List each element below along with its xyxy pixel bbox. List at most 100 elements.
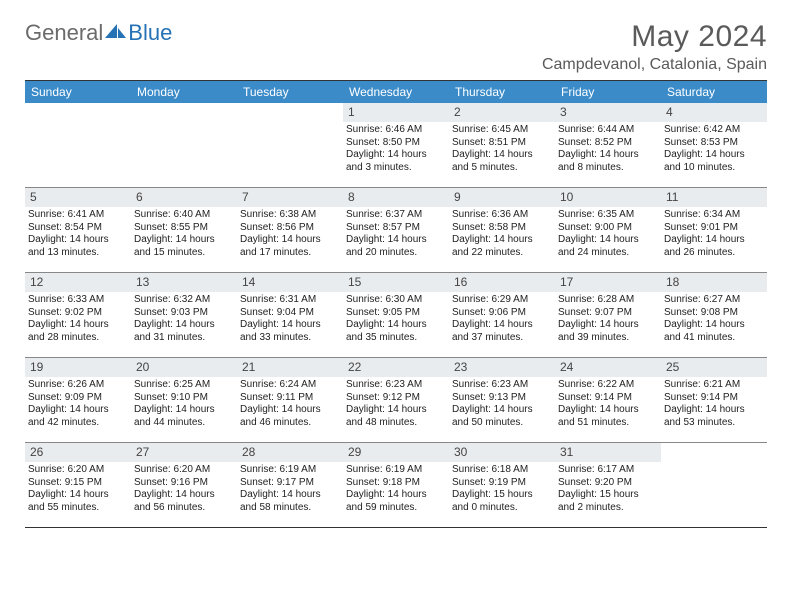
page-header: General Blue May 2024 Campdevanol, Catal… (25, 20, 767, 74)
daylight-text: Daylight: 14 hours and 20 minutes. (346, 234, 446, 259)
day-cell: 11Sunrise: 6:34 AMSunset: 9:01 PMDayligh… (661, 188, 767, 272)
day-cell: 25 Sunrise: 6:21 AMSunset: 9:14 PMDayligh… (661, 358, 767, 442)
sunrise-text: Sunrise: 6:42 AM (664, 124, 764, 137)
sunset-text: Sunset: 9:19 PM (452, 477, 552, 490)
weekday-header: Monday (131, 81, 237, 103)
day-cell: 17Sunrise: 6:28 AMSunset: 9:07 PMDayligh… (555, 273, 661, 357)
day-number: 21 (237, 358, 343, 377)
daylight-text: Daylight: 14 hours and 22 minutes. (452, 234, 552, 259)
day-number: 18 (661, 273, 767, 292)
sunset-text: Sunset: 9:14 PM (664, 392, 764, 405)
weekday-header: Wednesday (343, 81, 449, 103)
sunset-text: Sunset: 9:14 PM (558, 392, 658, 405)
daylight-text: Daylight: 14 hours and 51 minutes. (558, 404, 658, 429)
day-number: 8 (343, 188, 449, 207)
week-row: 26Sunrise: 6:20 AMSunset: 9:15 PMDayligh… (25, 443, 767, 527)
daylight-text: Daylight: 14 hours and 48 minutes. (346, 404, 446, 429)
daylight-text: Daylight: 14 hours and 44 minutes. (134, 404, 234, 429)
month-title: May 2024 (542, 20, 767, 54)
sunset-text: Sunset: 8:51 PM (452, 137, 552, 150)
day-cell: 22Sunrise: 6:23 AMSunset: 9:12 PMDayligh… (343, 358, 449, 442)
empty-day-cell (25, 103, 131, 187)
sunrise-text: Sunrise: 6:19 AM (240, 464, 340, 477)
day-cell: 23Sunrise: 6:23 AMSunset: 9:13 PMDayligh… (449, 358, 555, 442)
day-cell: 2Sunrise: 6:45 AMSunset: 8:51 PMDaylight… (449, 103, 555, 187)
daylight-text: Daylight: 14 hours and 58 minutes. (240, 489, 340, 514)
daylight-text: Daylight: 14 hours and 8 minutes. (558, 149, 658, 174)
day-body: Sunrise: 6:20 AMSunset: 9:16 PMDaylight:… (131, 464, 237, 517)
day-body: Sunrise: 6:46 AMSunset: 8:50 PMDaylight:… (343, 124, 449, 177)
day-number: 31 (555, 443, 661, 462)
sunset-text: Sunset: 9:20 PM (558, 477, 658, 490)
sunrise-text: Sunrise: 6:32 AM (134, 294, 234, 307)
brand-word-2: Blue (128, 20, 172, 46)
sunrise-text: Sunrise: 6:26 AM (28, 379, 128, 392)
weekday-header: Saturday (661, 81, 767, 103)
day-body: Sunrise: 6:18 AMSunset: 9:19 PMDaylight:… (449, 464, 555, 517)
weekday-header: Friday (555, 81, 661, 103)
day-body: Sunrise: 6:44 AMSunset: 8:52 PMDaylight:… (555, 124, 661, 177)
daylight-text: Daylight: 14 hours and 35 minutes. (346, 319, 446, 344)
day-cell: 28Sunrise: 6:19 AMSunset: 9:17 PMDayligh… (237, 443, 343, 527)
sunset-text: Sunset: 9:06 PM (452, 307, 552, 320)
sunrise-text: Sunrise: 6:22 AM (558, 379, 658, 392)
day-cell: 29Sunrise: 6:19 AMSunset: 9:18 PMDayligh… (343, 443, 449, 527)
week-row: 12Sunrise: 6:33 AMSunset: 9:02 PMDayligh… (25, 273, 767, 358)
sunrise-text: Sunrise: 6:40 AM (134, 209, 234, 222)
day-number: 9 (449, 188, 555, 207)
empty-day-cell (237, 103, 343, 187)
sunset-text: Sunset: 9:17 PM (240, 477, 340, 490)
day-body: Sunrise: 6:29 AMSunset: 9:06 PMDaylight:… (449, 294, 555, 347)
day-cell: 1 Sunrise: 6:46 AMSunset: 8:50 PMDaylight… (343, 103, 449, 187)
sunrise-text: Sunrise: 6:34 AM (664, 209, 764, 222)
day-cell: 20Sunrise: 6:25 AMSunset: 9:10 PMDayligh… (131, 358, 237, 442)
daylight-text: Daylight: 14 hours and 55 minutes. (28, 489, 128, 514)
day-number: 25 (661, 358, 767, 377)
daylight-text: Daylight: 14 hours and 33 minutes. (240, 319, 340, 344)
sunrise-text: Sunrise: 6:23 AM (346, 379, 446, 392)
daylight-text: Daylight: 14 hours and 26 minutes. (664, 234, 764, 259)
day-body: Sunrise: 6:37 AMSunset: 8:57 PMDaylight:… (343, 209, 449, 262)
day-body: Sunrise: 6:17 AMSunset: 9:20 PMDaylight:… (555, 464, 661, 517)
day-cell: 10Sunrise: 6:35 AMSunset: 9:00 PMDayligh… (555, 188, 661, 272)
day-cell: 9Sunrise: 6:36 AMSunset: 8:58 PMDaylight… (449, 188, 555, 272)
brand-logo: General Blue (25, 20, 172, 46)
day-number: 16 (449, 273, 555, 292)
sunrise-text: Sunrise: 6:30 AM (346, 294, 446, 307)
location-text: Campdevanol, Catalonia, Spain (542, 56, 767, 74)
day-cell: 4Sunrise: 6:42 AMSunset: 8:53 PMDaylight… (661, 103, 767, 187)
day-body: Sunrise: 6:23 AMSunset: 9:12 PMDaylight:… (343, 379, 449, 432)
week-row: 19Sunrise: 6:26 AMSunset: 9:09 PMDayligh… (25, 358, 767, 443)
empty-day-cell (661, 443, 767, 527)
sunset-text: Sunset: 8:56 PM (240, 222, 340, 235)
daylight-text: Daylight: 14 hours and 24 minutes. (558, 234, 658, 259)
daylight-text: Daylight: 14 hours and 28 minutes. (28, 319, 128, 344)
day-cell: 18Sunrise: 6:27 AMSunset: 9:08 PMDayligh… (661, 273, 767, 357)
daylight-text: Daylight: 14 hours and 53 minutes. (664, 404, 764, 429)
sunset-text: Sunset: 9:10 PM (134, 392, 234, 405)
sunset-text: Sunset: 8:57 PM (346, 222, 446, 235)
sunrise-text: Sunrise: 6:24 AM (240, 379, 340, 392)
sunrise-text: Sunrise: 6:20 AM (134, 464, 234, 477)
sunrise-text: Sunrise: 6:37 AM (346, 209, 446, 222)
sunset-text: Sunset: 9:03 PM (134, 307, 234, 320)
sunrise-text: Sunrise: 6:20 AM (28, 464, 128, 477)
day-cell: 6Sunrise: 6:40 AMSunset: 8:55 PMDaylight… (131, 188, 237, 272)
sunrise-text: Sunrise: 6:28 AM (558, 294, 658, 307)
day-number: 1 (343, 103, 449, 122)
day-cell: 21Sunrise: 6:24 AMSunset: 9:11 PMDayligh… (237, 358, 343, 442)
day-cell: 3Sunrise: 6:44 AMSunset: 8:52 PMDaylight… (555, 103, 661, 187)
sunset-text: Sunset: 8:54 PM (28, 222, 128, 235)
daylight-text: Daylight: 14 hours and 42 minutes. (28, 404, 128, 429)
weekday-header: Tuesday (237, 81, 343, 103)
weekday-header-row: SundayMondayTuesdayWednesdayThursdayFrid… (25, 81, 767, 103)
sunrise-text: Sunrise: 6:46 AM (346, 124, 446, 137)
day-body: Sunrise: 6:30 AMSunset: 9:05 PMDaylight:… (343, 294, 449, 347)
day-body: Sunrise: 6:42 AMSunset: 8:53 PMDaylight:… (661, 124, 767, 177)
day-cell: 15Sunrise: 6:30 AMSunset: 9:05 PMDayligh… (343, 273, 449, 357)
day-body: Sunrise: 6:21 AMSunset: 9:14 PMDaylight:… (661, 379, 767, 432)
calendar-page: General Blue May 2024 Campdevanol, Catal… (0, 0, 792, 538)
day-body: Sunrise: 6:20 AMSunset: 9:15 PMDaylight:… (25, 464, 131, 517)
daylight-text: Daylight: 14 hours and 10 minutes. (664, 149, 764, 174)
sunset-text: Sunset: 8:53 PM (664, 137, 764, 150)
